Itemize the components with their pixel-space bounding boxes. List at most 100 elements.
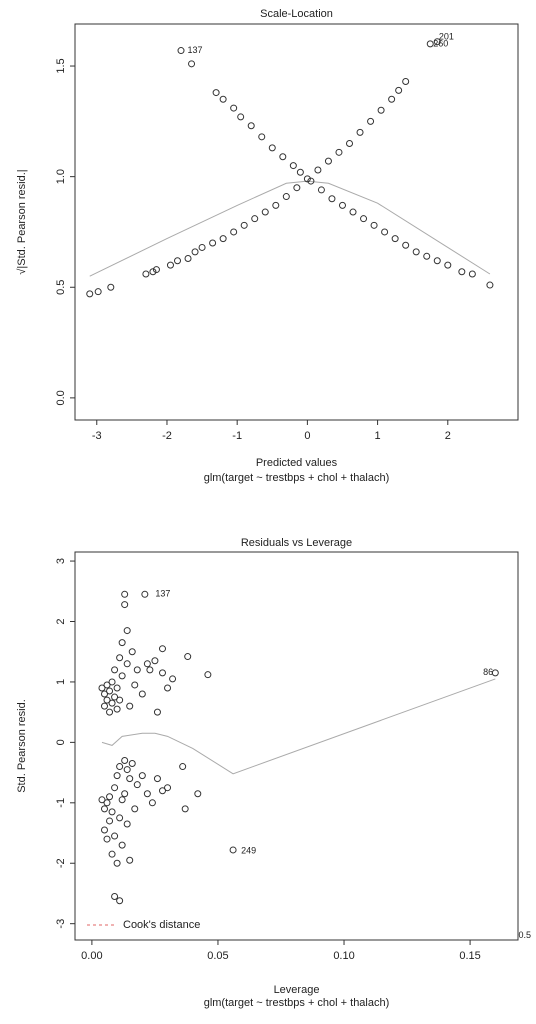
point xyxy=(377,106,385,114)
point xyxy=(103,696,111,704)
point xyxy=(113,684,121,692)
point-label: 137 xyxy=(155,589,170,599)
point-label: 201 xyxy=(439,32,454,42)
smooth-line xyxy=(101,678,496,775)
point xyxy=(149,268,157,276)
point xyxy=(293,184,301,192)
y-tick-label: 3 xyxy=(55,558,67,564)
point xyxy=(423,252,431,260)
y-tick-label: 0 xyxy=(55,739,67,745)
y-tick-label: 1 xyxy=(55,679,67,685)
point xyxy=(118,639,126,647)
legend-label: Cook's distance xyxy=(123,919,200,931)
point xyxy=(177,47,185,55)
point xyxy=(237,113,245,121)
point xyxy=(103,799,111,807)
subtitle: glm(target ~ trestbps + chol + thalach) xyxy=(204,997,390,1009)
point xyxy=(303,175,311,183)
point xyxy=(179,763,187,771)
point xyxy=(138,690,146,698)
x-tick-label: -2 xyxy=(162,430,172,442)
x-tick-label: 1 xyxy=(375,430,381,442)
point xyxy=(98,684,106,692)
smooth-line xyxy=(89,180,491,277)
point xyxy=(116,897,124,905)
plot-frame xyxy=(74,551,519,941)
point xyxy=(111,784,119,792)
point xyxy=(360,215,368,223)
point xyxy=(100,690,108,698)
point xyxy=(126,856,134,864)
point xyxy=(346,139,354,147)
point xyxy=(458,268,466,276)
point xyxy=(324,157,332,165)
point xyxy=(106,708,114,716)
point xyxy=(251,215,259,223)
point xyxy=(100,805,108,813)
point xyxy=(184,653,192,661)
chart-title: Scale-Location xyxy=(260,8,333,20)
point xyxy=(113,705,121,713)
point xyxy=(121,790,129,798)
point xyxy=(209,239,217,247)
point xyxy=(219,95,227,103)
point xyxy=(247,122,255,130)
point xyxy=(181,805,189,813)
point xyxy=(116,763,124,771)
y-tick-label: 0.0 xyxy=(55,390,67,405)
point xyxy=(98,796,106,804)
y-tick-label: -2 xyxy=(55,858,67,868)
point xyxy=(230,104,238,112)
y-tick-label: 0.5 xyxy=(55,280,67,295)
x-tick-label: 0 xyxy=(304,430,310,442)
point xyxy=(111,666,119,674)
point xyxy=(258,133,266,141)
point xyxy=(133,666,141,674)
point xyxy=(86,290,94,298)
point xyxy=(279,153,287,161)
point xyxy=(166,261,174,269)
point xyxy=(108,678,116,686)
point xyxy=(158,669,166,677)
point xyxy=(191,248,199,256)
point xyxy=(113,859,121,867)
point xyxy=(335,148,343,156)
x-tick-label: -1 xyxy=(232,430,242,442)
point xyxy=(314,166,322,174)
point xyxy=(138,772,146,780)
x-tick-label: 0.05 xyxy=(207,950,228,962)
point xyxy=(121,757,129,765)
x-tick-label: 0.15 xyxy=(459,950,480,962)
point xyxy=(106,817,114,825)
point xyxy=(100,702,108,710)
point xyxy=(103,835,111,843)
point xyxy=(240,221,248,229)
point xyxy=(118,841,126,849)
point xyxy=(111,832,119,840)
point xyxy=(131,805,139,813)
point xyxy=(158,645,166,653)
point xyxy=(106,793,114,801)
point xyxy=(111,892,119,900)
point xyxy=(272,201,280,209)
point xyxy=(118,796,126,804)
point-label: 86 xyxy=(483,667,493,677)
point xyxy=(123,627,131,635)
point-label: 137 xyxy=(188,45,203,55)
point xyxy=(230,228,238,236)
point xyxy=(116,654,124,662)
point xyxy=(126,702,134,710)
y-tick-label: -3 xyxy=(55,919,67,929)
point xyxy=(108,699,116,707)
x-tick-label: 0.00 xyxy=(81,950,102,962)
y-tick-label: 2 xyxy=(55,618,67,624)
point xyxy=(184,255,192,263)
point xyxy=(219,235,227,243)
point xyxy=(116,814,124,822)
point xyxy=(148,799,156,807)
point xyxy=(433,38,441,46)
point xyxy=(433,257,441,265)
point xyxy=(370,221,378,229)
point xyxy=(141,590,149,598)
point xyxy=(142,270,150,278)
